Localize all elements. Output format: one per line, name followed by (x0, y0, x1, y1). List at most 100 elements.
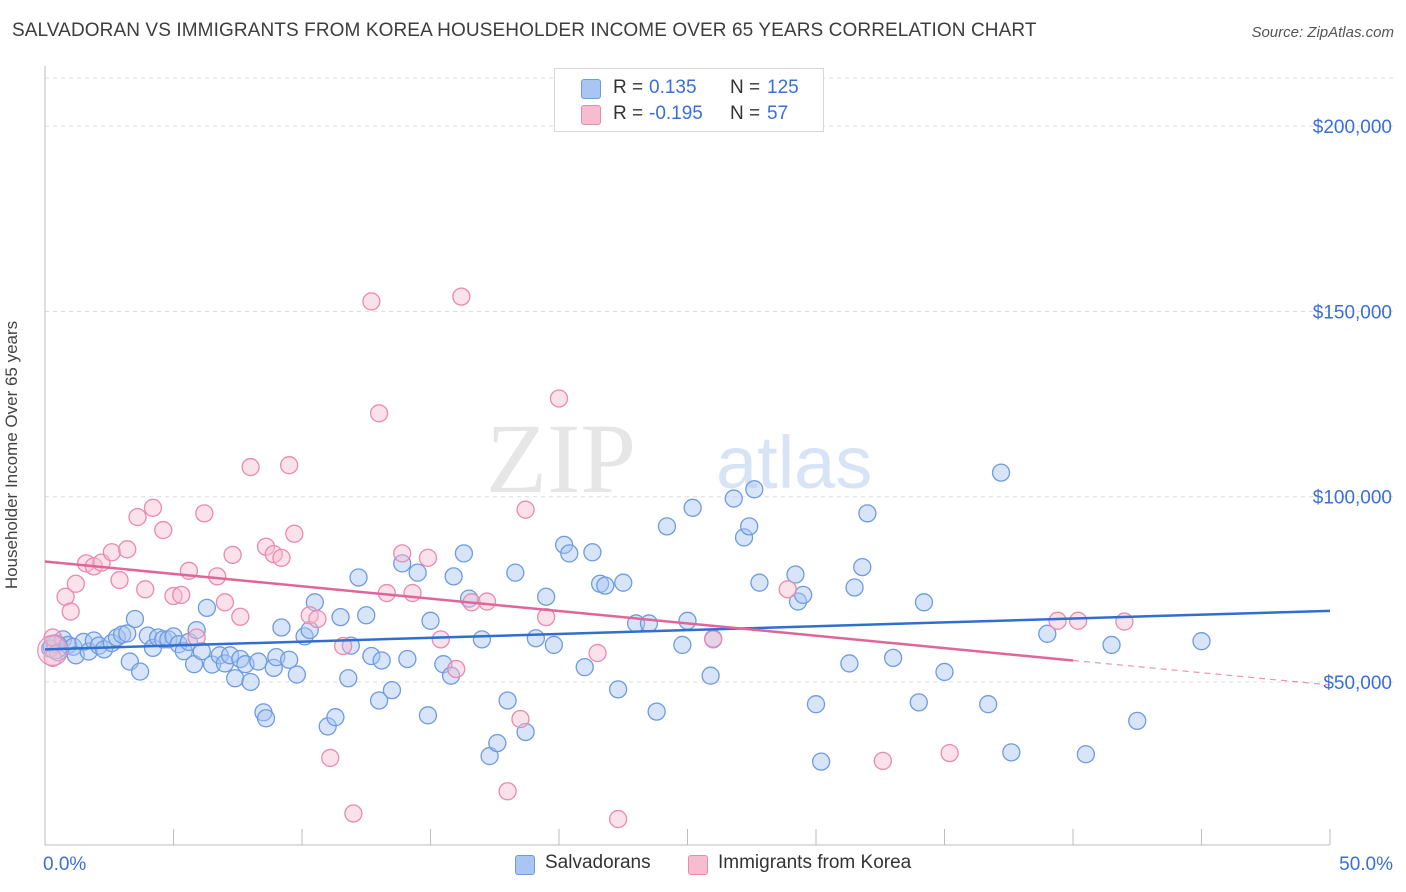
point-salvadoran (914, 593, 934, 612)
point-salvadoran (979, 695, 998, 714)
source-label: Source: ZipAtlas.com (1251, 24, 1394, 41)
bottom-legend-swatch-pink (688, 855, 708, 875)
point-salvadoran (472, 630, 492, 649)
correlation-legend: R = 0.135 N = 125 R = -0.195 N = 57 (554, 68, 824, 132)
point-korea (215, 593, 235, 612)
point-salvadoran (331, 607, 350, 627)
y-tick-label: $150,000 (1313, 302, 1392, 323)
point-korea (308, 609, 327, 629)
point-salvadoran (537, 587, 556, 606)
legend-swatch-pink (581, 105, 601, 125)
chart-title: SALVADORAN VS IMMIGRANTS FROM KOREA HOUS… (12, 20, 1037, 41)
point-salvadoran (811, 752, 831, 771)
legend-swatch-blue (581, 79, 601, 99)
point-salvadoran (1192, 632, 1211, 651)
point-salvadoran (369, 691, 389, 710)
point-korea (195, 504, 214, 523)
legend-row-salvadorans: R = 0.135 N = 125 (555, 75, 823, 101)
point-salvadoran (1076, 745, 1095, 764)
point-salvadoran (858, 504, 877, 523)
point-salvadoran (418, 706, 438, 725)
point-salvadoran (614, 573, 633, 592)
point-korea (223, 545, 242, 565)
legend-r-value: 0.135 (649, 77, 697, 98)
point-salvadoran (596, 576, 615, 595)
legend-n-value: 125 (767, 77, 799, 98)
y-tick-labels: $50,000 $100,000 $150,000 $200,000 (1313, 117, 1392, 694)
point-salvadoran (287, 665, 307, 684)
point-salvadoran (159, 630, 178, 649)
point-salvadoran (118, 624, 137, 643)
point-salvadoran (187, 620, 206, 640)
point-salvadoran (130, 662, 150, 681)
legend-r-label: R = (613, 103, 644, 124)
point-korea (403, 583, 422, 603)
point-korea (279, 456, 299, 475)
point-korea (393, 544, 412, 563)
trend-line-salvadorans (44, 609, 1331, 651)
point-salvadoran (231, 649, 250, 669)
legend-n-label: N = (730, 103, 761, 124)
point-salvadoran (362, 646, 381, 666)
point-korea (940, 743, 959, 763)
point-salvadoran (226, 669, 245, 688)
point-salvadoran (372, 651, 391, 670)
point-salvadoran (498, 691, 517, 710)
point-korea (66, 574, 85, 593)
point-salvadoran (454, 544, 474, 563)
bottom-legend-swatch-blue (515, 855, 535, 875)
point-salvadoran (806, 695, 826, 714)
point-salvadoran (657, 517, 677, 536)
point-salvadoran (683, 498, 702, 517)
point-salvadoran (1128, 711, 1147, 731)
point-korea (452, 287, 471, 306)
point-salvadoran (279, 650, 299, 669)
watermark-zip: ZIP (486, 403, 636, 514)
point-salvadoran (349, 568, 368, 587)
x-tick-label-max: 50.0% (1339, 854, 1393, 875)
point-korea (704, 630, 723, 649)
point-salvadoran (575, 657, 594, 677)
x-tick-labels: 0.0% 50.0% (43, 854, 1393, 875)
point-korea (128, 507, 147, 527)
legend-r-value: -0.195 (649, 103, 703, 124)
point-salvadoran (249, 652, 268, 671)
point-korea (516, 500, 535, 519)
series-korea (37, 287, 1134, 829)
point-korea (1048, 611, 1067, 630)
point-korea-cluster (37, 634, 69, 667)
point-salvadoran (935, 662, 954, 682)
point-salvadoran (125, 609, 145, 629)
point-korea (369, 404, 389, 423)
point-salvadoran (853, 557, 872, 577)
point-korea (143, 498, 163, 517)
point-salvadoran (264, 658, 283, 678)
point-korea (588, 643, 607, 663)
x-tick-label-min: 0.0% (43, 854, 86, 875)
point-korea (447, 659, 466, 679)
point-korea (61, 602, 80, 621)
point-salvadoran (220, 646, 240, 665)
point-salvadoran (745, 480, 764, 499)
legend-r-label: R = (613, 77, 644, 98)
point-salvadoran (724, 489, 743, 508)
point-korea (256, 537, 276, 556)
point-korea (778, 580, 797, 599)
y-tick-label: $200,000 (1313, 117, 1392, 138)
point-korea (344, 804, 363, 823)
point-korea (498, 782, 517, 801)
point-korea (118, 540, 137, 559)
point-salvadoran (1102, 635, 1121, 655)
point-korea (136, 580, 155, 599)
point-salvadoran (272, 618, 291, 637)
point-salvadoran (734, 528, 754, 547)
point-salvadoran (241, 672, 260, 692)
bottom-legend-label: Immigrants from Korea (718, 852, 912, 873)
y-axis-label: Householder Income Over 65 years (2, 320, 21, 590)
point-korea (154, 520, 173, 540)
point-salvadoran (883, 648, 903, 668)
y-tick-label: $50,000 (1323, 673, 1392, 694)
point-salvadoran (647, 702, 666, 721)
point-korea (272, 548, 291, 567)
point-salvadoran (909, 693, 928, 712)
